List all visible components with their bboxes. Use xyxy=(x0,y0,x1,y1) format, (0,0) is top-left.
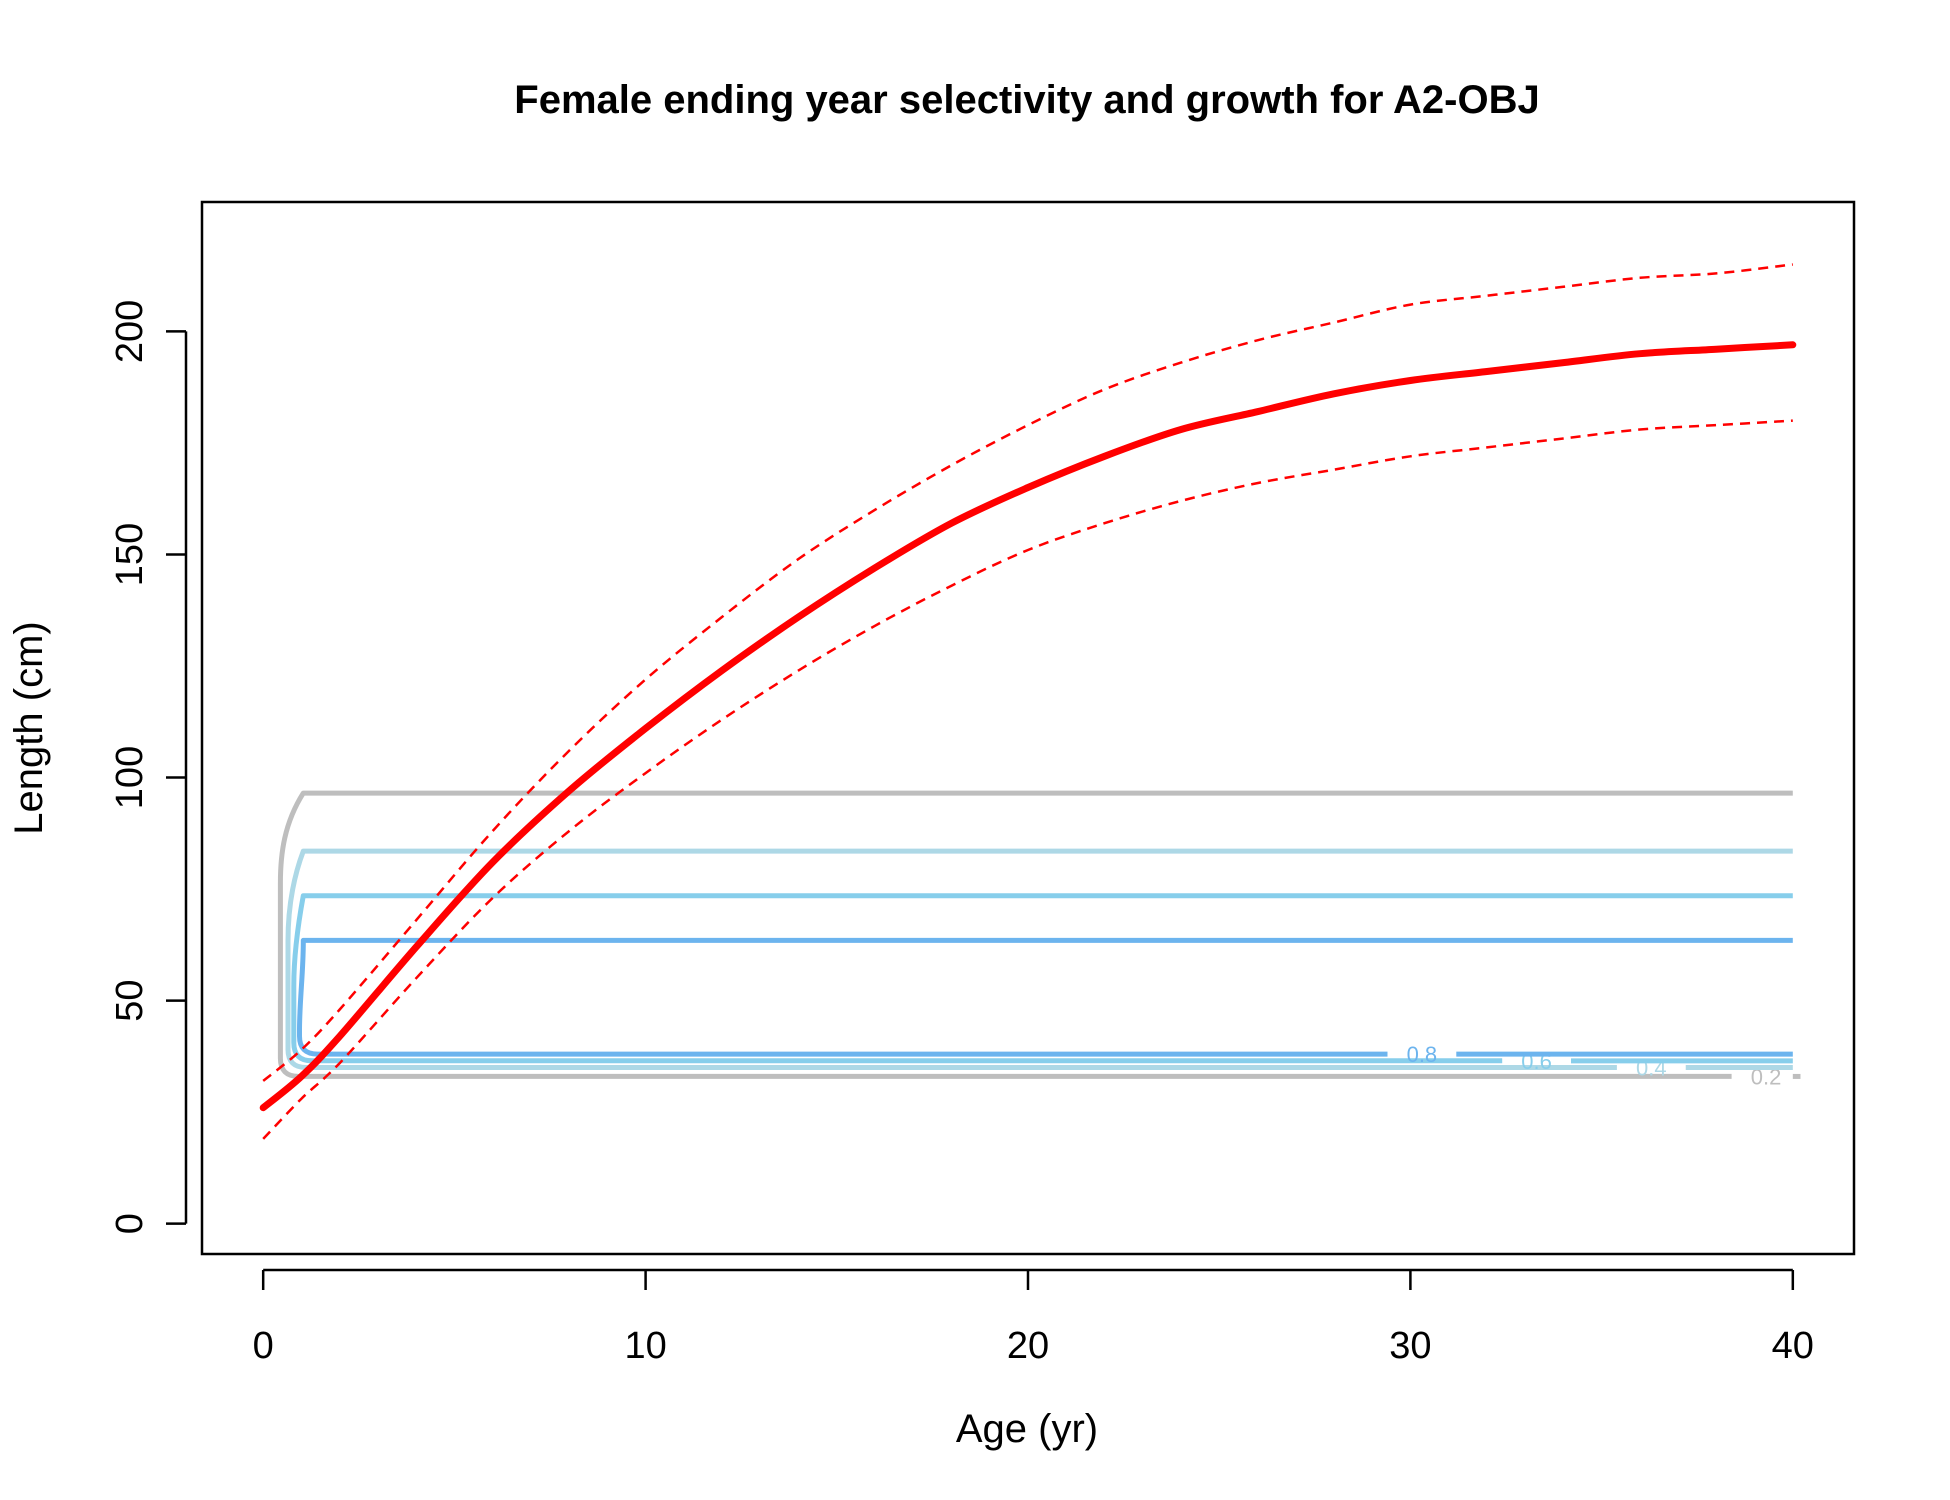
y-tick-label: 150 xyxy=(109,523,151,586)
x-axis: 0 10 20 30 40 xyxy=(253,1268,1814,1367)
x-tick-label: 20 xyxy=(1007,1325,1049,1367)
x-tick-label: 40 xyxy=(1772,1325,1814,1367)
selectivity-contour-0-4 xyxy=(285,848,1793,1070)
y-tick-label: 50 xyxy=(109,979,151,1021)
growth-lower-bound-line xyxy=(262,419,1793,1140)
chart-title: Female ending year selectivity and growt… xyxy=(514,78,1539,122)
x-tick-label: 0 xyxy=(253,1325,274,1367)
x-tick-label: 10 xyxy=(624,1325,666,1367)
y-tick-label: 200 xyxy=(109,300,151,363)
contour-label-0-8: 0.8 xyxy=(1407,1042,1438,1067)
selectivity-contour-0-6 xyxy=(291,893,1793,1064)
plot-frame xyxy=(200,200,1856,1256)
growth-curves xyxy=(259,263,1797,1140)
x-tick-label: 30 xyxy=(1389,1325,1431,1367)
y-axis: 0 50 100 150 200 xyxy=(109,300,188,1234)
y-tick-label: 100 xyxy=(109,746,151,809)
selectivity-contour-0-8 xyxy=(297,937,1793,1057)
x-axis-label: Age (yr) xyxy=(956,1407,1098,1451)
selectivity-contours: 0.20.40.60.8 xyxy=(277,790,1801,1089)
y-tick-label: 0 xyxy=(109,1213,151,1234)
y-axis-label: Length (cm) xyxy=(7,621,51,834)
growth-mean-line xyxy=(259,341,1797,1112)
growth-upper-bound-line xyxy=(262,263,1793,1082)
selectivity-contour-0-2 xyxy=(277,790,1793,1079)
